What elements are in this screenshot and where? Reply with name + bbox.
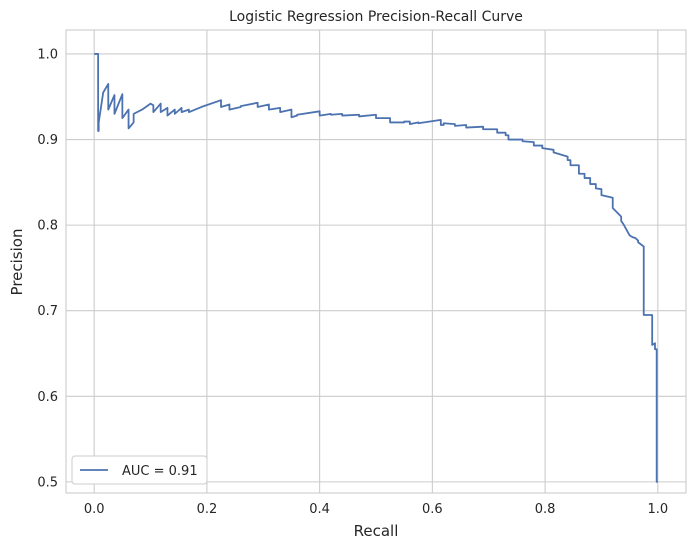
y-tick-label: 0.5 <box>37 475 58 490</box>
series-line-pr-curve <box>94 53 658 483</box>
chart-title: Logistic Regression Precision-Recall Cur… <box>229 9 523 25</box>
y-axis-label: Precision <box>8 229 26 296</box>
y-tick-label: 0.8 <box>37 219 58 234</box>
y-tick-label: 0.9 <box>37 133 58 148</box>
tick-labels: 0.0 0.2 0.4 0.6 0.8 1.0 0.5 0.6 0.7 0.8 0.9 1.0 <box>37 47 668 517</box>
legend-box <box>71 455 208 485</box>
y-tick-label: 0.7 <box>37 304 58 319</box>
x-tick-label: 0.8 <box>535 502 556 517</box>
series-layer <box>94 53 658 483</box>
y-tick-label: 0.6 <box>37 390 58 405</box>
x-axis-label: Recall <box>354 522 399 540</box>
legend: AUC = 0.91 <box>71 455 208 485</box>
x-tick-label: 1.0 <box>647 502 668 517</box>
plot-frame <box>65 29 687 494</box>
y-tick-label: 1.0 <box>37 47 58 62</box>
x-tick-label: 0.0 <box>84 502 105 517</box>
grid <box>66 30 686 493</box>
legend-label: AUC = 0.91 <box>122 464 198 479</box>
x-tick-label: 0.4 <box>309 502 330 517</box>
x-tick-label: 0.6 <box>422 502 443 517</box>
x-tick-label: 0.2 <box>197 502 218 517</box>
